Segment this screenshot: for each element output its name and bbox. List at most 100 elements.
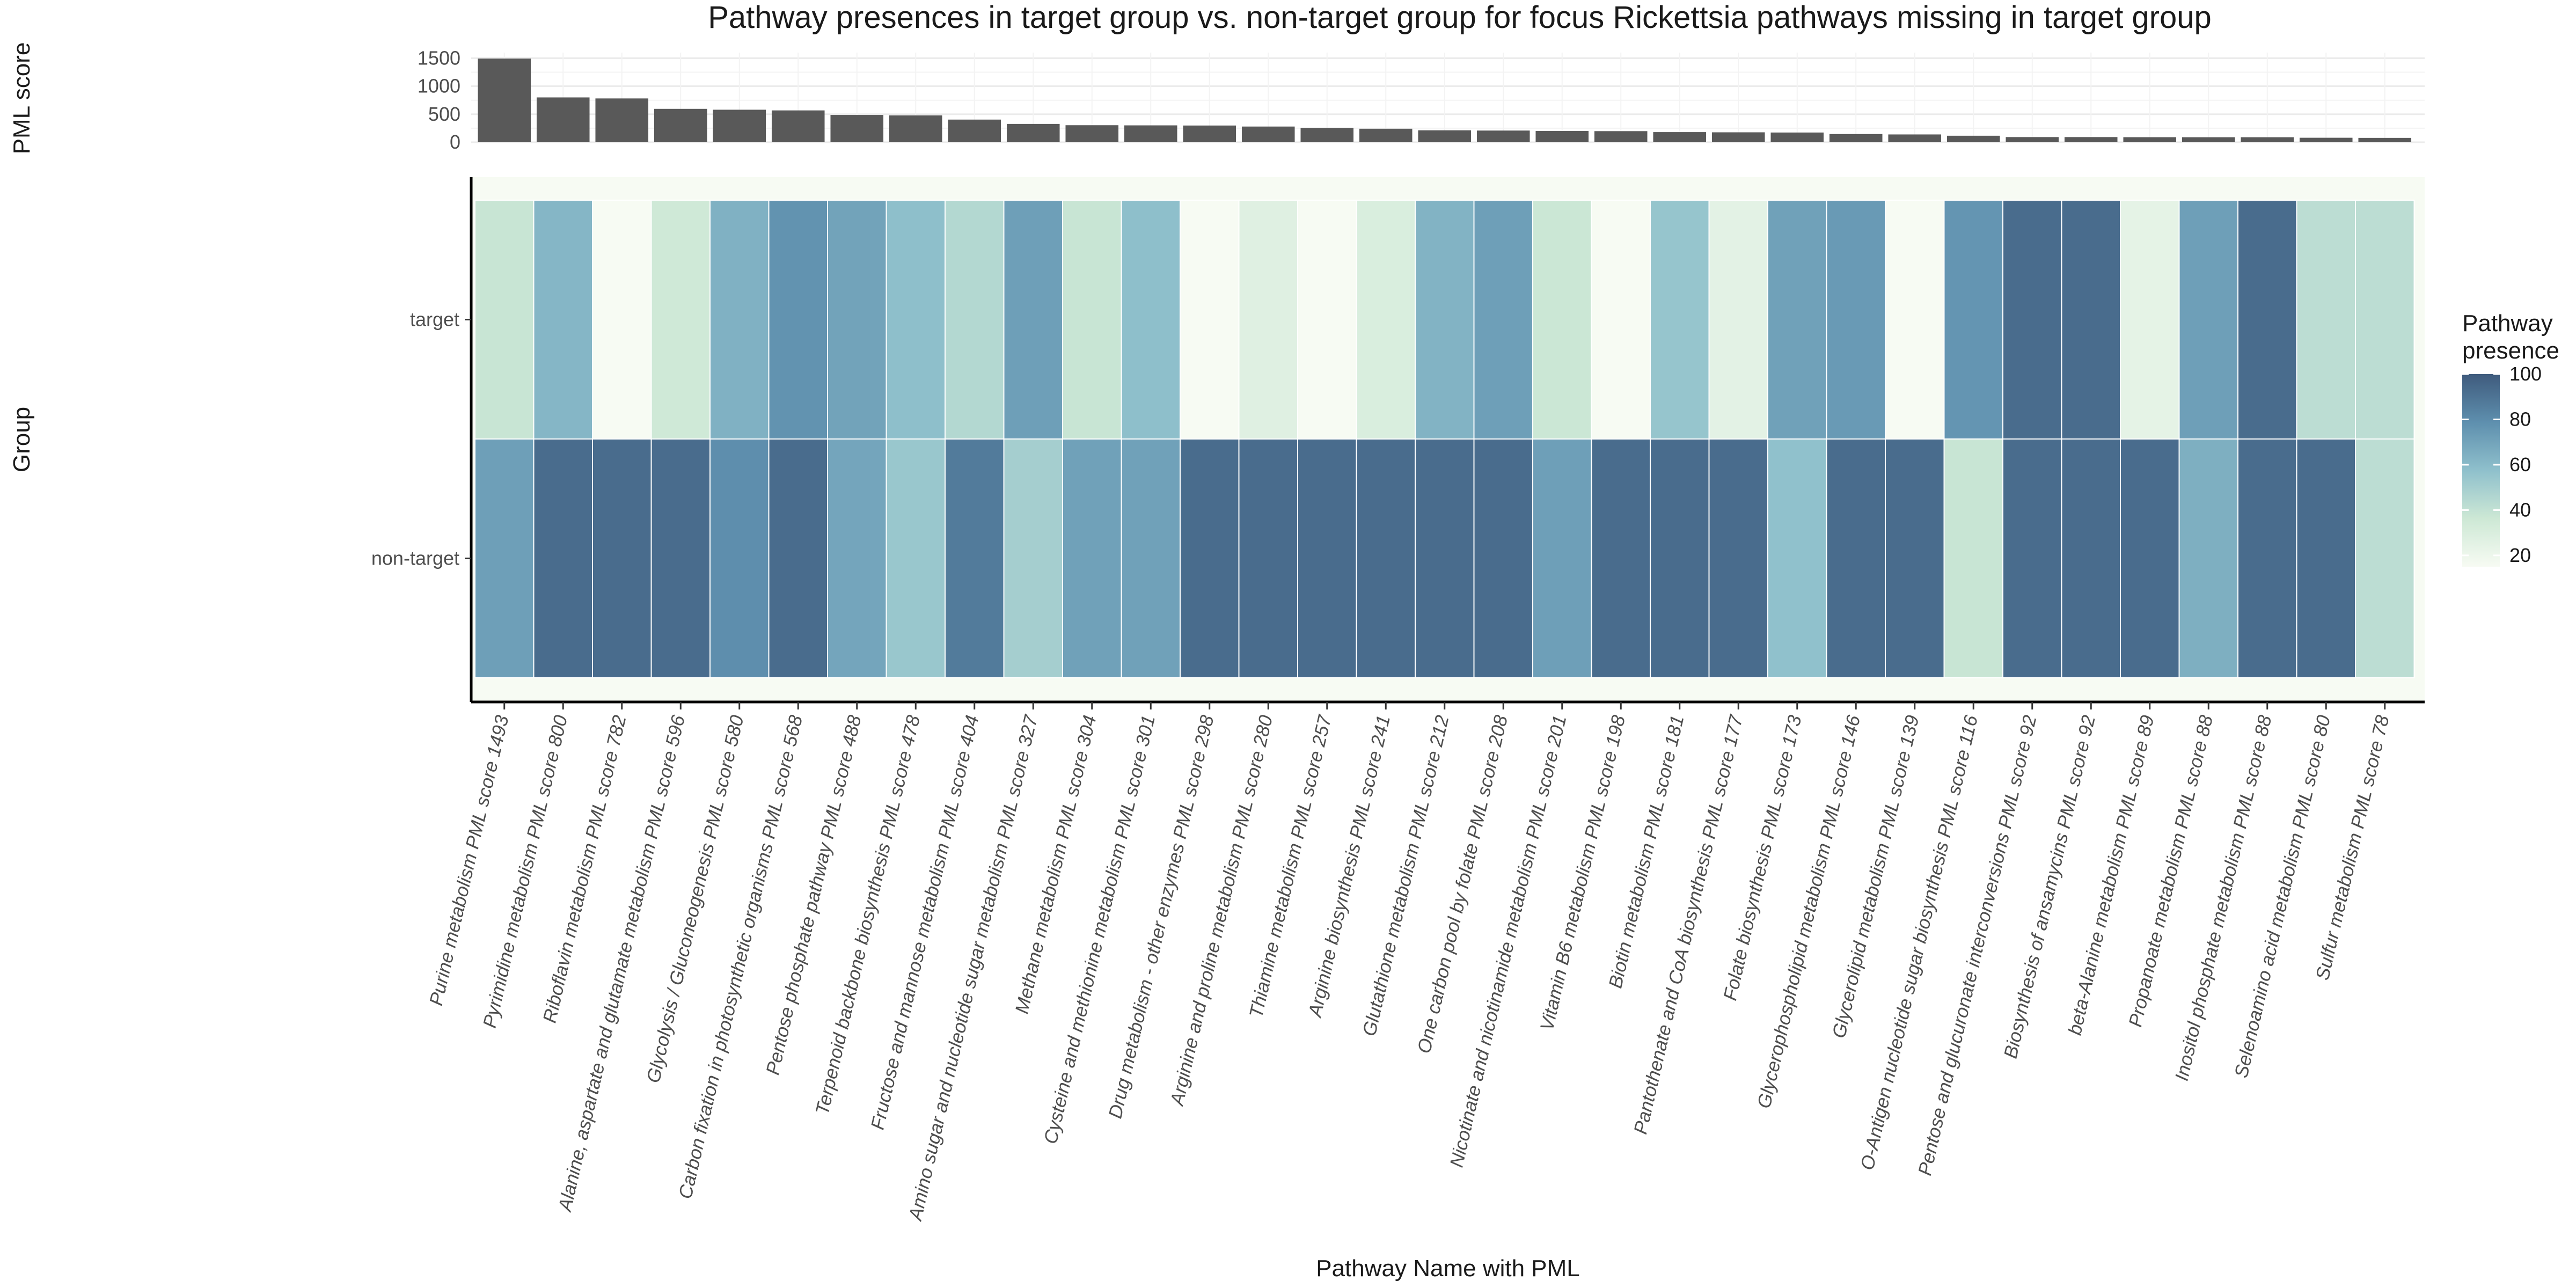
bar-0 <box>478 58 531 142</box>
bar-1 <box>536 97 590 142</box>
heatmap-cell-target-27 <box>2061 200 2121 440</box>
bar-10 <box>1065 125 1119 142</box>
bar-19 <box>1594 131 1648 142</box>
heatmap-cell-non-target-5 <box>768 438 828 678</box>
legend-tick-label: 60 <box>2509 453 2531 475</box>
legend-title-line-1: Pathway <box>2462 310 2553 336</box>
heatmap-cell-target-4 <box>709 200 770 440</box>
heatmap-cell-target-13 <box>1238 200 1298 440</box>
heatmap-cell-non-target-19 <box>1591 438 1651 678</box>
heatmap-row-label-non-target: non-target <box>371 547 459 569</box>
heatmap-cell-target-0 <box>474 200 535 440</box>
heatmap-cell-target-18 <box>1532 200 1592 440</box>
heatmap-cell-non-target-29 <box>2178 438 2238 678</box>
heatmap-cell-non-target-24 <box>1885 438 1945 678</box>
heatmap-x-axis-label: Pathway Name with PML <box>1316 1255 1580 1282</box>
heatmap-cell-non-target-26 <box>2002 438 2062 678</box>
bar-y-axis-label: PML score <box>9 42 35 155</box>
heatmap-cell-non-target-10 <box>1062 438 1122 678</box>
heatmap-x-tick-label-5: Carbon fixation in photosynthetic organi… <box>675 713 807 1201</box>
heatmap-cell-non-target-0 <box>474 438 535 678</box>
bar-3 <box>654 108 707 142</box>
bar-16 <box>1418 130 1472 142</box>
bar-6 <box>830 115 884 142</box>
heatmap-cell-target-11 <box>1121 200 1181 440</box>
heatmap-cell-non-target-27 <box>2061 438 2121 678</box>
heatmap-cell-non-target-16 <box>1415 438 1475 678</box>
heatmap-x-tick-label-7: Terpenoid backbone biosynthesis PML scor… <box>811 713 924 1117</box>
heatmap-cell-target-20 <box>1650 200 1710 440</box>
bar-24 <box>1888 134 1942 142</box>
heatmap-cell-non-target-28 <box>2120 438 2180 678</box>
heatmap-cell-non-target-7 <box>885 438 946 678</box>
heatmap-cell-non-target-13 <box>1238 438 1298 678</box>
heatmap-cell-target-15 <box>1356 200 1416 440</box>
heatmap-cell-target-17 <box>1473 200 1533 440</box>
bar-17 <box>1476 130 1530 142</box>
heatmap-cell-non-target-12 <box>1180 438 1240 678</box>
heatmap-cell-non-target-25 <box>1943 438 2003 678</box>
heatmap-cell-non-target-6 <box>827 438 887 678</box>
bar-15 <box>1359 128 1413 142</box>
bar-18 <box>1535 131 1589 142</box>
heatmap-x-tick-label-26: Pentose and glucuronate interconversions… <box>1914 713 2041 1177</box>
bar-28 <box>2123 137 2177 142</box>
bar-y-tick-label: 0 <box>450 131 460 153</box>
heatmap-x-tick-label-3: Alanine, aspartate and glutamate metabol… <box>554 713 690 1214</box>
heatmap-row-label-target: target <box>410 309 459 331</box>
heatmap-cell-non-target-31 <box>2296 438 2356 678</box>
legend-title-line-2: presence <box>2462 338 2559 364</box>
heatmap-cell-non-target-21 <box>1708 438 1768 678</box>
heatmap-y-axis-label: Group <box>9 407 35 472</box>
bar-panel: 0 500 1000 1500 <box>418 47 2425 153</box>
bar-y-tick-label: 1000 <box>418 75 460 97</box>
heatmap-cell-non-target-4 <box>709 438 770 678</box>
heatmap-cell-non-target-32 <box>2355 438 2415 678</box>
legend-tick-label: 100 <box>2509 363 2542 385</box>
heatmap-cell-target-7 <box>885 200 946 440</box>
heatmap-x-tick-label-25: O-Antigen nucleotide sugar biosynthesis … <box>1857 713 1982 1172</box>
heatmap-cell-non-target-8 <box>945 438 1005 678</box>
legend-tick-label: 40 <box>2509 499 2531 521</box>
heatmap-x-tick-label-12: Drug metabolism - other enzymes PML scor… <box>1104 713 1218 1121</box>
heatmap-cell-target-2 <box>592 200 652 440</box>
heatmap-x-tick-label-8: Fructose and mannose metabolism PML scor… <box>867 713 983 1132</box>
bar-9 <box>1006 123 1060 142</box>
heatmap-cell-non-target-2 <box>592 438 652 678</box>
bar-22 <box>1770 132 1824 142</box>
heatmap-x-tick-label-13: Arginine and proline metabolism PML scor… <box>1166 713 1277 1109</box>
bar-y-tick-label: 500 <box>428 103 460 125</box>
heatmap-cell-target-10 <box>1062 200 1122 440</box>
bar-7 <box>889 115 942 142</box>
heatmap-cell-non-target-30 <box>2237 438 2297 678</box>
heatmap-cell-non-target-14 <box>1297 438 1357 678</box>
bar-5 <box>771 110 825 142</box>
heatmap-cell-non-target-20 <box>1650 438 1710 678</box>
heatmap-cell-target-1 <box>533 200 593 440</box>
heatmap-x-tick-marks <box>503 702 2386 709</box>
bar-32 <box>2358 137 2412 142</box>
heatmap-cell-target-22 <box>1767 200 1827 440</box>
bar-8 <box>948 119 1001 142</box>
heatmap-cell-non-target-15 <box>1356 438 1416 678</box>
color-legend: Pathway presence 20 40 60 80 100 <box>2462 310 2559 567</box>
bar-25 <box>1946 135 2000 142</box>
chart-title: Pathway presences in target group vs. no… <box>708 0 2212 35</box>
legend-tick-label: 80 <box>2509 408 2531 430</box>
legend-tick-label: 20 <box>2509 544 2531 566</box>
heatmap-cells <box>474 200 2415 678</box>
heatmap-cell-target-29 <box>2178 200 2238 440</box>
heatmap-cell-non-target-23 <box>1826 438 1886 678</box>
heatmap-cell-target-24 <box>1885 200 1945 440</box>
bar-4 <box>713 109 766 142</box>
heatmap-cell-non-target-11 <box>1121 438 1181 678</box>
heatmap-cell-target-5 <box>768 200 828 440</box>
bar-y-tick-labels: 0 500 1000 1500 <box>418 47 460 153</box>
heatmap-row-labels: target non-target <box>371 309 471 569</box>
heatmap-cell-target-14 <box>1297 200 1357 440</box>
bar-13 <box>1241 126 1295 142</box>
bar-20 <box>1653 132 1707 142</box>
heatmap-cell-target-23 <box>1826 200 1886 440</box>
heatmap-x-tick-labels: Purine metabolism PML score 1493Pyrimidi… <box>426 713 2394 1224</box>
bar-31 <box>2299 137 2353 142</box>
